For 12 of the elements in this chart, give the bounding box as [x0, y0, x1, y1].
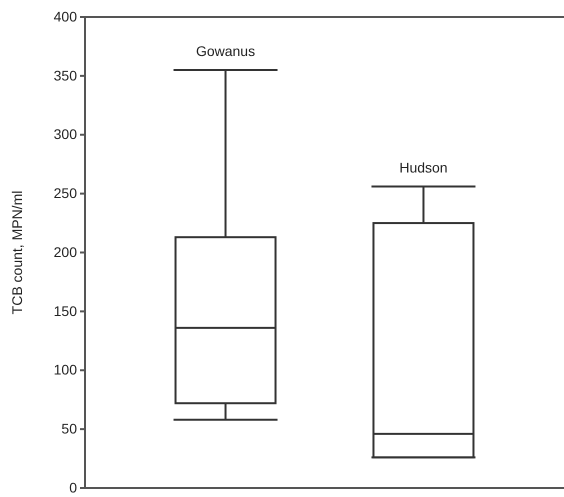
- y-tick-label: 400: [54, 8, 78, 24]
- x-tick-label: Hudson: [399, 160, 448, 176]
- y-tick-label: 200: [54, 244, 78, 260]
- y-axis-title: TCB count, MPN/ml: [9, 190, 25, 314]
- y-tick-label: 300: [54, 126, 78, 142]
- y-tick-label: 350: [54, 67, 78, 84]
- y-tick-label: 100: [54, 362, 78, 378]
- y-tick-label: 150: [54, 302, 78, 319]
- y-tick-label: 0: [69, 479, 78, 496]
- y-tick-label: 250: [54, 185, 78, 202]
- y-tick-label: 50: [61, 420, 78, 437]
- x-tick-label: Gowanus: [196, 42, 256, 59]
